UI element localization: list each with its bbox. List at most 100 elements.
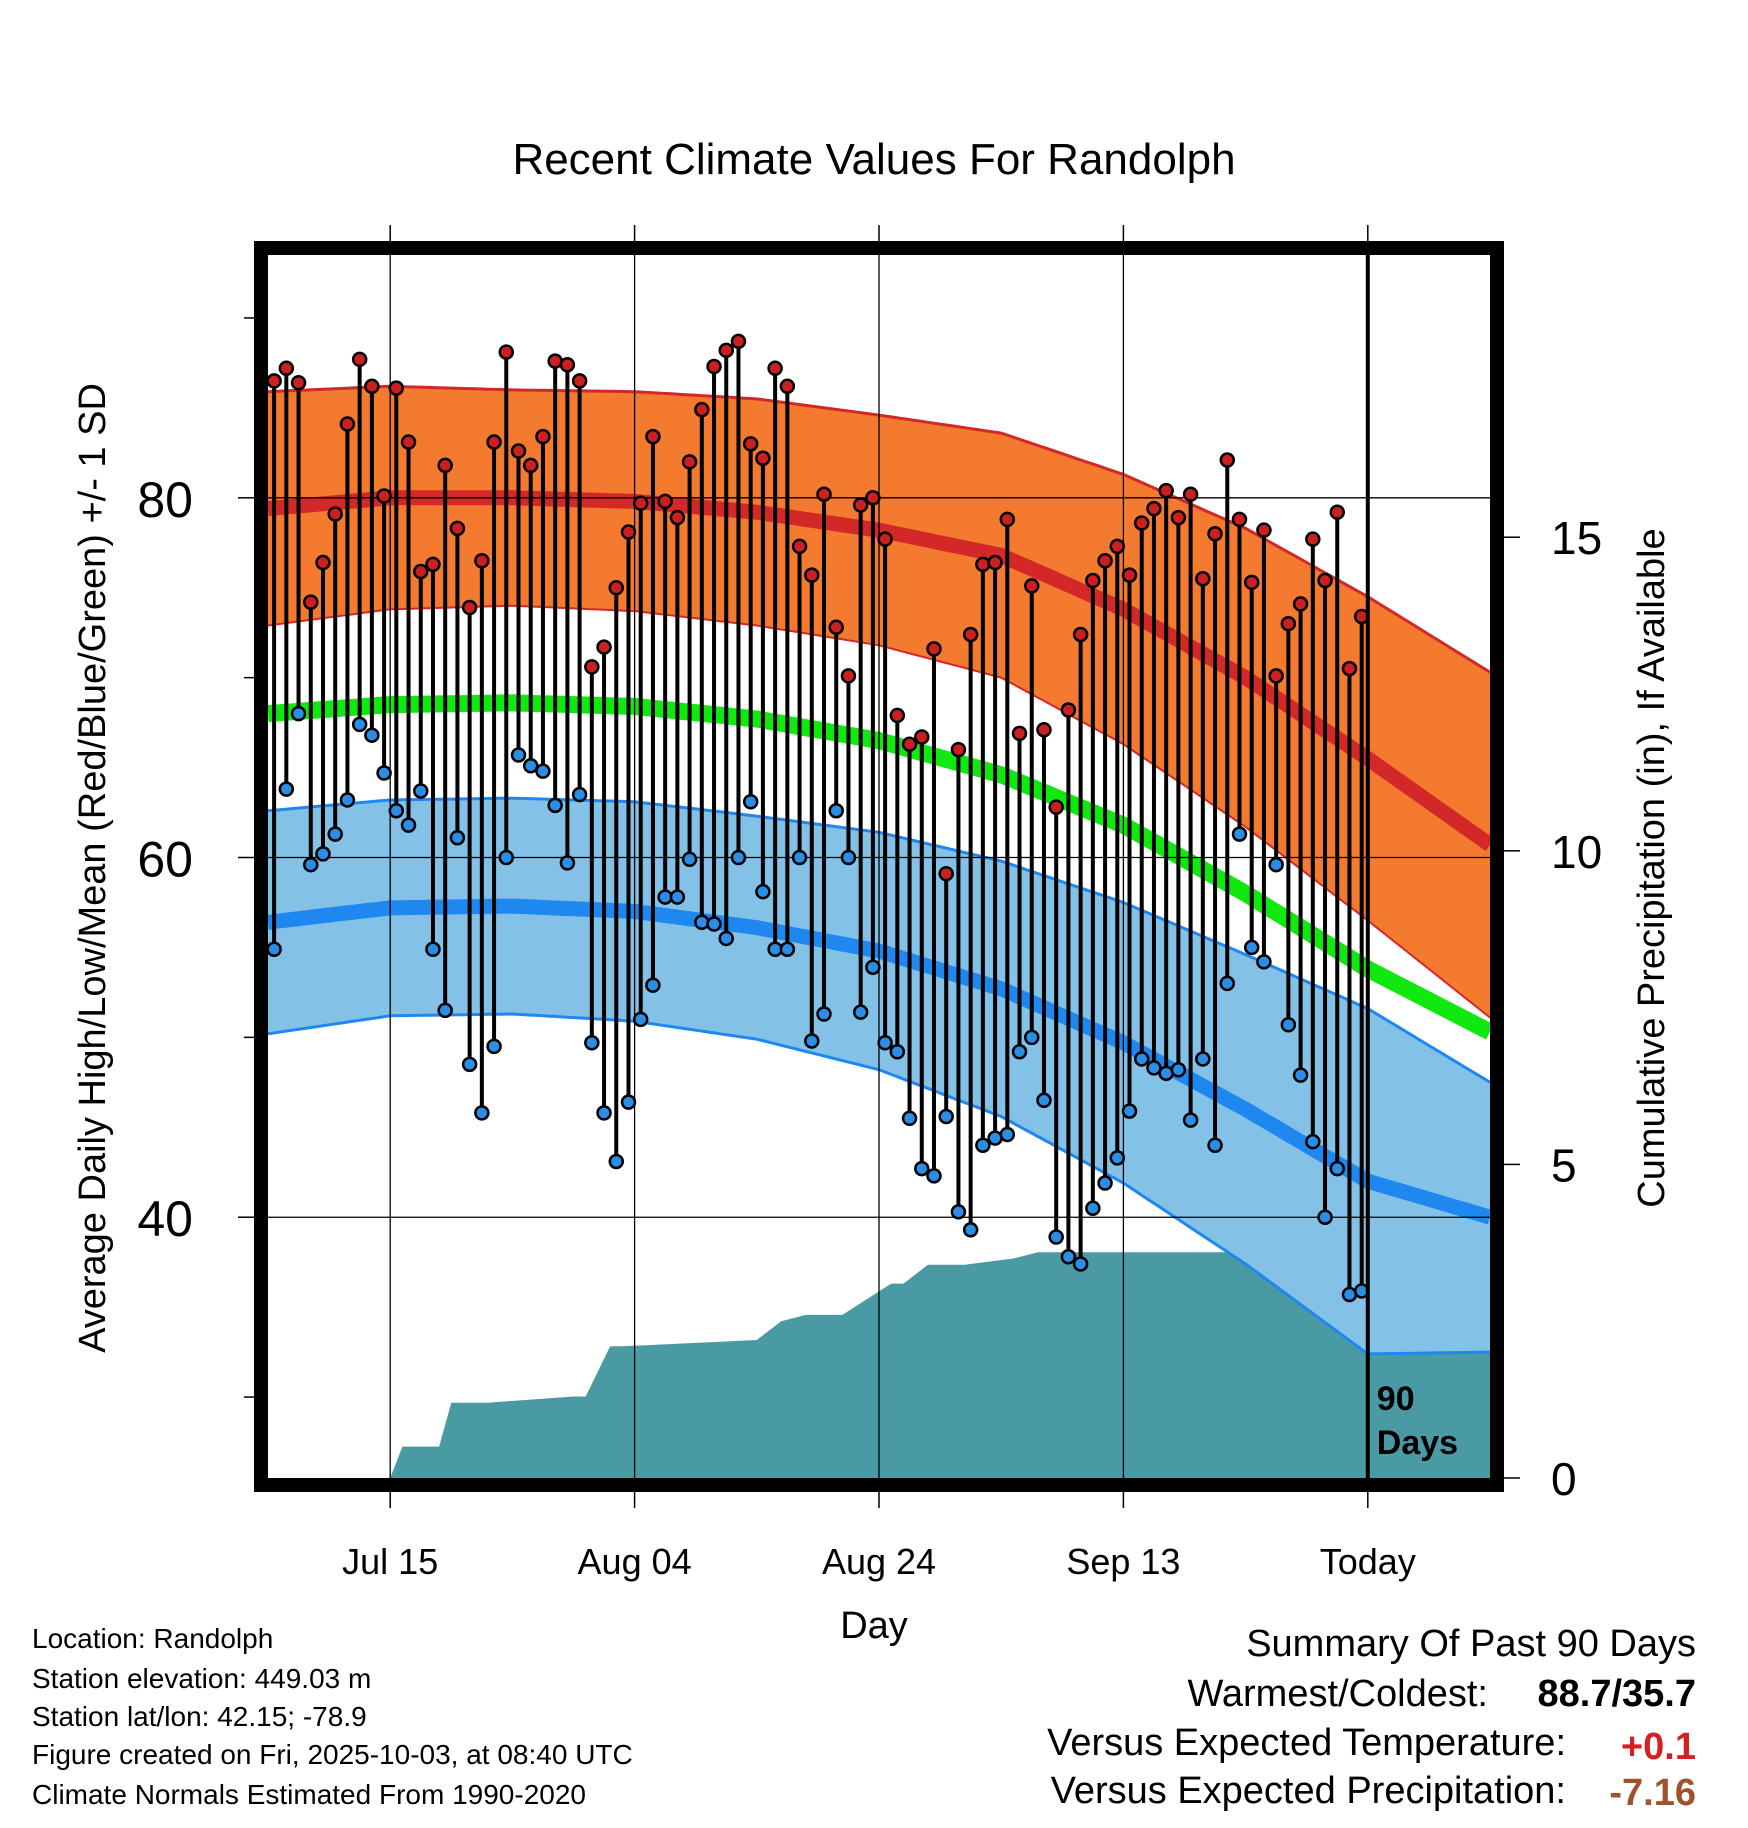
daily-high-point — [474, 553, 490, 569]
daily-high-point — [364, 378, 380, 395]
daily-high-point — [706, 358, 722, 375]
daily-high-point — [828, 619, 844, 636]
x-tick-label: Sep 13 — [1066, 1541, 1180, 1582]
daily-high-point — [962, 626, 979, 643]
daily-low-point — [608, 1153, 625, 1170]
daily-low-point — [290, 705, 307, 722]
daily-high-point — [791, 538, 808, 555]
y-tick-label: 40 — [137, 1191, 193, 1247]
daily-low-point — [889, 1043, 906, 1060]
y-axis-label: Average Daily High/Low/Mean (Red/Blue/Gr… — [72, 383, 114, 1353]
daily-low-point — [999, 1126, 1016, 1143]
daily-low-point — [938, 1108, 954, 1125]
daily-low-point — [1036, 1092, 1052, 1109]
daily-low-point — [730, 849, 747, 866]
footer-created: Figure created on Fri, 2025-10-03, at 08… — [32, 1739, 633, 1770]
daily-low-point — [828, 802, 844, 819]
y-tick-label: 60 — [137, 832, 193, 888]
summary-temp-value: +0.1 — [1620, 1726, 1696, 1768]
today-days-label: 90 — [1377, 1380, 1415, 1418]
daily-high-point — [449, 520, 466, 537]
daily-low-point — [1317, 1209, 1333, 1225]
daily-high-point — [767, 360, 783, 377]
daily-low-point — [1060, 1249, 1077, 1265]
daily-low-point — [327, 826, 343, 842]
daily-low-point — [1133, 1051, 1150, 1067]
daily-low-point — [571, 786, 588, 803]
daily-low-point — [278, 781, 295, 797]
daily-low-point — [914, 1160, 930, 1177]
daily-high-point — [852, 497, 869, 513]
daily-high-point — [718, 342, 734, 359]
daily-high-point — [1207, 526, 1223, 542]
daily-high-point — [1341, 660, 1358, 677]
x-tick-label: Jul 15 — [342, 1541, 438, 1582]
daily-low-point — [791, 849, 808, 866]
daily-high-point — [657, 493, 673, 510]
daily-high-point — [425, 556, 441, 573]
chart-title: Recent Climate Values For Randolph — [512, 135, 1236, 184]
daily-high-point — [926, 641, 942, 657]
daily-low-point — [1305, 1133, 1321, 1150]
summary-warmest-label: Warmest/Coldest: — [1187, 1673, 1488, 1715]
daily-low-point — [840, 849, 857, 866]
daily-low-point — [804, 1033, 820, 1049]
daily-high-point — [266, 373, 282, 389]
daily-high-point — [290, 374, 307, 391]
y2-axis-label: Cumulative Precipitation (in), If Availa… — [1631, 528, 1673, 1207]
daily-low-point — [779, 941, 796, 957]
daily-high-point — [461, 599, 478, 616]
daily-low-point — [351, 716, 368, 733]
daily-high-point — [571, 373, 588, 389]
summary-precip-label: Versus Expected Precipitation: — [1050, 1770, 1566, 1812]
daily-high-point — [315, 554, 331, 571]
daily-high-point — [1195, 570, 1211, 587]
y2-tick-label: 5 — [1551, 1139, 1577, 1191]
daily-low-point — [522, 758, 539, 774]
daily-high-point — [620, 524, 637, 540]
summary-warmest-value: 88.7/35.7 — [1537, 1673, 1696, 1715]
daily-low-point — [400, 817, 417, 833]
daily-high-point — [522, 457, 539, 474]
daily-high-point — [596, 639, 612, 655]
daily-high-point — [901, 736, 918, 752]
x-tick-label: Aug 04 — [578, 1541, 692, 1582]
daily-range-layer — [266, 333, 1370, 1303]
daily-low-point — [755, 883, 771, 900]
daily-high-point — [1109, 538, 1126, 555]
daily-low-point — [1329, 1160, 1345, 1177]
y2-tick-label: 15 — [1551, 512, 1602, 564]
daily-high-point — [681, 454, 698, 470]
daily-low-point — [1182, 1112, 1199, 1128]
daily-low-point — [950, 1204, 967, 1220]
daily-high-point — [1146, 500, 1162, 517]
y2-tick-label: 10 — [1551, 826, 1602, 878]
daily-high-point — [1085, 572, 1101, 589]
daily-high-point — [351, 351, 368, 368]
daily-high-point — [889, 707, 906, 724]
daily-low-point — [1097, 1175, 1113, 1191]
daily-high-point — [914, 729, 930, 745]
daily-low-point — [1280, 1017, 1297, 1033]
daily-low-point — [1243, 939, 1260, 956]
daily-low-point — [632, 1011, 649, 1028]
summary-temp-label: Versus Expected Temperature: — [1047, 1722, 1566, 1764]
daily-low-point — [1146, 1060, 1162, 1076]
daily-low-point — [303, 856, 319, 873]
daily-high-point — [1292, 596, 1309, 612]
daily-high-point — [1219, 452, 1236, 468]
daily-low-point — [1121, 1103, 1138, 1119]
summary-heading: Summary Of Past 90 Days — [1246, 1623, 1696, 1665]
daily-low-point — [1011, 1043, 1028, 1060]
y-tick-label: 80 — [137, 472, 193, 528]
daily-high-point — [1048, 799, 1064, 815]
daily-low-point — [547, 797, 563, 814]
footer-elevation: Station elevation: 449.03 m — [32, 1663, 372, 1694]
daily-high-point — [816, 486, 832, 502]
daily-high-point — [1060, 702, 1077, 718]
x-tick-label: Aug 24 — [822, 1541, 936, 1582]
daily-high-point — [1231, 511, 1248, 528]
daily-low-point — [962, 1222, 979, 1238]
daily-high-point — [584, 659, 600, 675]
axes-layer: 90 Days Jul 15 Aug 04 Aug 24 Sep 13 Today 40 60 8… — [72, 225, 1673, 1647]
